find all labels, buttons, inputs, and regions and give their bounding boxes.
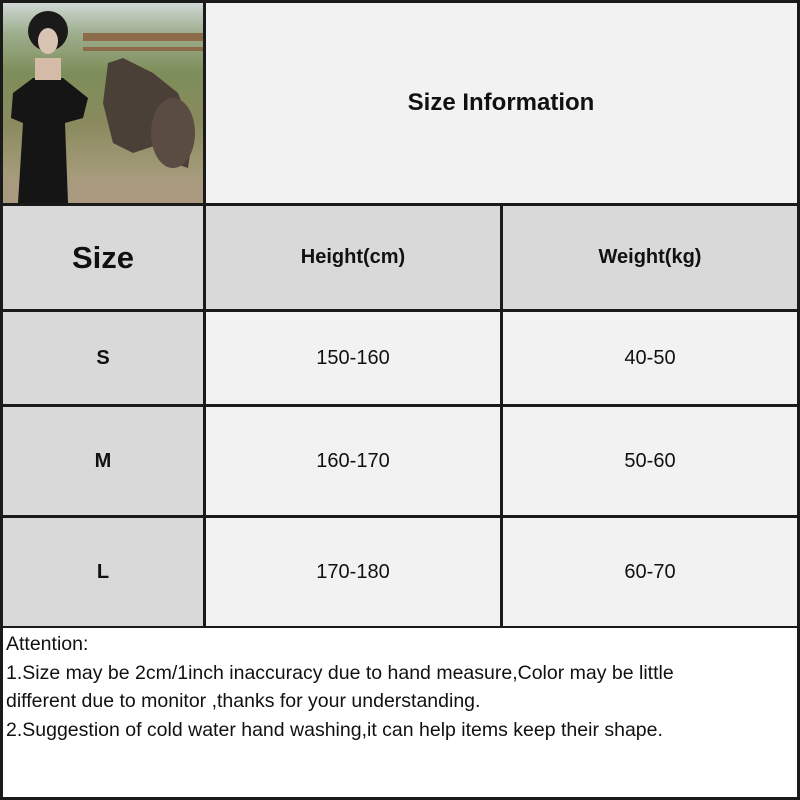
header-height-label: Height(cm): [300, 246, 406, 268]
border-top: [0, 0, 800, 3]
note-line: different due to monitor ,thanks for you…: [6, 690, 481, 712]
weight-value: 40-50: [624, 346, 676, 369]
divider: [0, 203, 800, 206]
notes-heading: Attention:: [6, 633, 89, 655]
table-row-weight: 40-50: [503, 312, 797, 404]
table-row-size: L: [3, 518, 203, 626]
size-value: S: [96, 346, 110, 369]
table-row-weight: 60-70: [503, 518, 797, 626]
divider: [0, 404, 800, 407]
border-left: [0, 0, 3, 800]
size-value: L: [96, 560, 110, 583]
product-photo: [3, 3, 204, 203]
table-row-height: 150-160: [206, 312, 500, 404]
size-value: M: [94, 449, 112, 472]
height-value: 160-170: [316, 449, 390, 472]
header-size: Size: [3, 206, 203, 309]
table-row-size: M: [3, 407, 203, 515]
border-right: [797, 0, 800, 800]
height-value: 150-160: [316, 346, 390, 369]
border-bottom: [0, 797, 800, 800]
title-cell: Size Information: [205, 3, 797, 203]
page-title: Size Information: [407, 89, 595, 116]
header-height: Height(cm): [206, 206, 500, 309]
table-row-size: S: [3, 312, 203, 404]
divider: [0, 515, 800, 518]
height-value: 170-180: [316, 560, 390, 583]
attention-notes: Attention: 1.Size may be 2cm/1inch inacc…: [3, 628, 797, 796]
photo-illustration: [3, 11, 204, 203]
header-size-label: Size: [71, 239, 135, 275]
header-weight: Weight(kg): [503, 206, 797, 309]
divider: [0, 626, 800, 628]
table-row-height: 160-170: [206, 407, 500, 515]
weight-value: 60-70: [624, 560, 676, 583]
note-line: 2.Suggestion of cold water hand washing,…: [6, 718, 663, 741]
header-weight-label: Weight(kg): [598, 246, 702, 268]
table-row-height: 170-180: [206, 518, 500, 626]
weight-value: 50-60: [624, 449, 676, 472]
divider: [500, 204, 503, 627]
divider: [203, 0, 206, 627]
note-line: 1.Size may be 2cm/1inch inaccuracy due t…: [6, 661, 674, 684]
table-row-weight: 50-60: [503, 407, 797, 515]
divider: [0, 309, 800, 312]
